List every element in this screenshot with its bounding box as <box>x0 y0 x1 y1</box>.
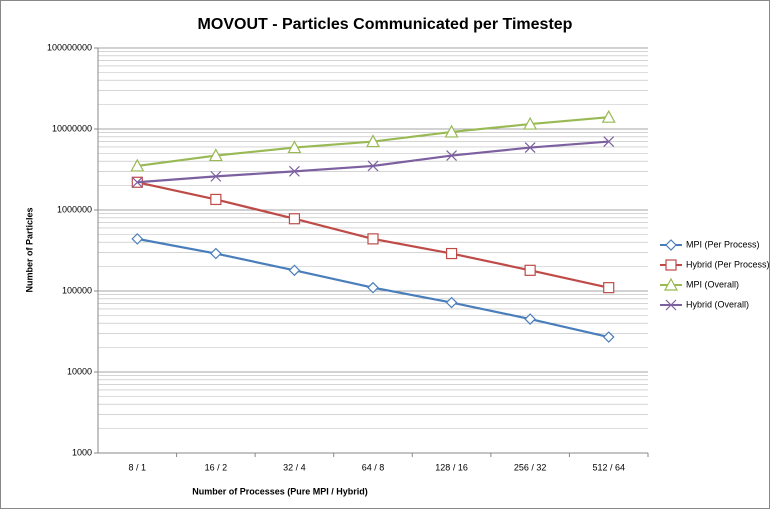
y-tick-label: 100000 <box>62 285 92 295</box>
x-tick-label: 128 / 16 <box>435 462 468 472</box>
marker <box>131 233 144 245</box>
marker <box>288 213 301 225</box>
x-tick-label: 64 / 8 <box>362 462 385 472</box>
marker <box>524 264 536 276</box>
x-tick-label: 512 / 64 <box>592 462 625 472</box>
legend-marker <box>665 259 677 271</box>
marker <box>287 140 302 154</box>
y-tick-label: 10000 <box>67 366 92 376</box>
marker <box>365 134 381 148</box>
legend-label: Hybrid (Overall) <box>686 299 749 309</box>
marker <box>524 313 536 325</box>
x-tick-label: 16 / 2 <box>205 462 228 472</box>
marker <box>603 136 615 147</box>
legend-label: MPI (Per Process) <box>686 239 760 249</box>
y-axis-label: Number of Particles <box>24 207 34 292</box>
marker <box>446 150 457 161</box>
marker <box>208 148 223 162</box>
marker <box>367 281 379 294</box>
chart-title: MOVOUT - Particles Communicated per Time… <box>198 16 573 33</box>
marker <box>130 158 145 172</box>
marker <box>601 109 616 123</box>
marker <box>445 247 458 260</box>
legend-marker <box>665 239 677 251</box>
marker <box>367 160 379 172</box>
marker <box>603 282 615 294</box>
marker <box>367 233 379 245</box>
marker <box>210 247 222 260</box>
legend-label: Hybrid (Per Process) <box>686 259 770 269</box>
marker <box>210 170 222 182</box>
marker <box>289 165 300 177</box>
y-tick-label: 1000 <box>72 447 92 457</box>
marker <box>665 299 677 311</box>
y-tick-label: 1000000 <box>57 204 92 214</box>
legend-marker <box>665 299 677 311</box>
x-axis-label: Number of Processes (Pure MPI / Hybrid) <box>192 486 368 496</box>
marker <box>523 116 538 130</box>
marker <box>524 142 536 153</box>
x-tick-label: 32 / 4 <box>283 462 306 472</box>
y-tick-label: 100000000 <box>47 42 92 52</box>
y-tick-label: 10000000 <box>52 123 92 133</box>
marker <box>663 277 679 291</box>
marker <box>665 239 677 251</box>
marker <box>445 296 458 309</box>
legend-marker <box>663 277 679 291</box>
marker <box>444 124 459 138</box>
x-tick-label: 8 / 1 <box>129 462 147 472</box>
x-tick-label: 256 / 32 <box>514 462 547 472</box>
marker <box>131 176 143 188</box>
marker <box>210 193 222 206</box>
legend-label: MPI (Overall) <box>686 279 739 289</box>
marker <box>288 264 301 277</box>
marker <box>602 331 615 343</box>
marker <box>665 259 677 271</box>
